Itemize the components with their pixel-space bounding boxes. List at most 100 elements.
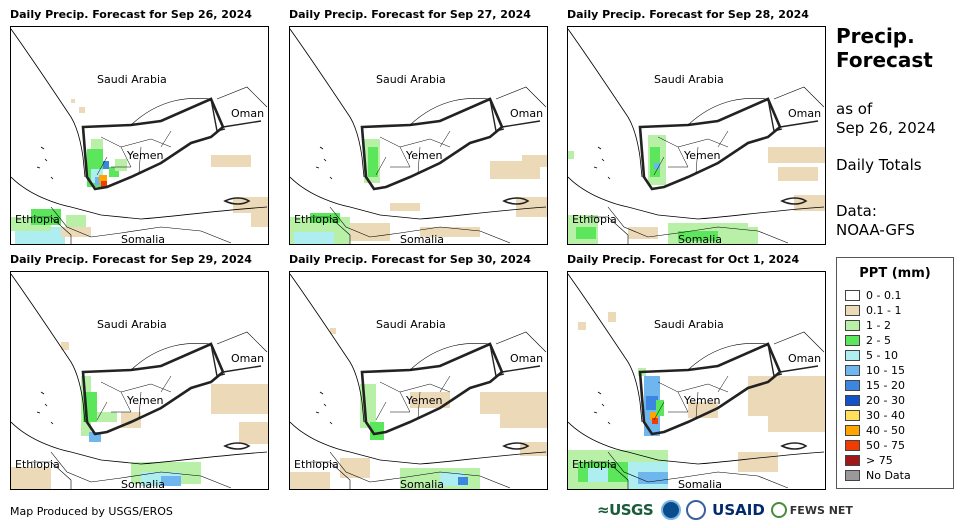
map-boundary — [687, 342, 769, 371]
precip-cell — [718, 227, 758, 244]
country-label-saudi: Saudi Arabia — [97, 73, 167, 86]
noaa-logo-icon — [661, 500, 682, 520]
legend-swatch — [845, 394, 860, 406]
map-boundary — [223, 197, 251, 205]
forecast-map: Saudi Arabia Oman Yemen Ethiopia Somalia — [10, 26, 269, 245]
country-label-somalia: Somalia — [121, 233, 165, 244]
country-label-oman: Oman — [510, 352, 543, 365]
precip-cell — [608, 312, 616, 322]
precip-cell — [211, 155, 251, 167]
map-boundary — [607, 451, 789, 489]
legend-swatch — [845, 304, 860, 316]
precip-cell — [480, 392, 547, 414]
map-boundary — [638, 97, 782, 191]
map-boundary — [11, 28, 86, 178]
legend-label: 0.1 - 1 — [866, 303, 902, 317]
fews-net-icon — [770, 502, 787, 518]
forecast-map: Saudi Arabia Oman Yemen Ethiopia Somalia — [567, 271, 826, 490]
map-boundary — [593, 146, 611, 180]
side-title: Precip. Forecast — [836, 24, 933, 72]
legend-item: 20 - 30 — [845, 393, 905, 407]
forecast-map: Saudi Arabia Oman Yemen Ethiopia Somalia — [10, 271, 269, 490]
map-canvas: Saudi Arabia Oman Yemen Ethiopia Somalia — [568, 28, 825, 244]
country-label-yemen: Yemen — [126, 149, 164, 162]
map-boundary — [310, 461, 351, 489]
legend-item: 0 - 0.1 — [845, 288, 901, 302]
precip-cell — [588, 468, 608, 482]
legend-swatch — [845, 289, 860, 301]
map-boundary — [290, 28, 365, 178]
map-boundary — [653, 130, 729, 176]
panel-title: Daily Precip. Forecast for Oct 1, 2024 — [567, 253, 800, 266]
legend-item: 2 - 5 — [845, 333, 891, 347]
data-source-text: Data: NOAA-GFS — [836, 202, 915, 240]
map-boundary — [502, 197, 530, 205]
map-boundary — [568, 28, 643, 178]
precip-cell — [330, 328, 336, 334]
country-label-somalia: Somalia — [678, 478, 722, 489]
precip-cell — [638, 472, 668, 484]
map-boundary — [329, 451, 511, 489]
precip-cell — [15, 227, 65, 244]
precip-cell — [99, 175, 107, 183]
legend-label: 40 - 50 — [866, 423, 905, 437]
country-label-oman: Oman — [231, 107, 264, 120]
map-boundary — [223, 442, 251, 450]
map-boundary — [130, 97, 212, 126]
data-source-value: NOAA-GFS — [836, 221, 915, 239]
country-label-oman: Oman — [510, 107, 543, 120]
map-boundary — [50, 206, 232, 244]
legend-label: > 75 — [866, 453, 893, 467]
map-boundary — [130, 342, 212, 371]
precip-cell — [97, 412, 117, 422]
map-boundary — [360, 97, 504, 191]
panel-title: Daily Precip. Forecast for Sep 30, 2024 — [289, 253, 531, 266]
map-credit: Map Produced by USGS/EROS — [10, 505, 173, 518]
precip-cell — [646, 396, 658, 410]
map-boundary — [36, 146, 54, 180]
legend-swatch — [845, 409, 860, 421]
precip-cell — [678, 231, 718, 241]
country-label-oman: Oman — [231, 352, 264, 365]
precip-cell — [350, 223, 390, 241]
country-label-ethiopia: Ethiopia — [572, 458, 617, 471]
map-boundary — [409, 342, 491, 371]
map-boundary — [210, 98, 262, 132]
map-boundary — [780, 442, 808, 450]
panel-title: Daily Precip. Forecast for Sep 28, 2024 — [567, 8, 809, 21]
legend-label: 1 - 2 — [866, 318, 891, 332]
precip-cell — [294, 232, 334, 244]
map-boundary — [290, 421, 547, 465]
legend-label: No Data — [866, 468, 911, 482]
map-canvas: Saudi Arabia Oman Yemen Ethiopia Somalia — [568, 273, 825, 489]
precip-cell — [410, 392, 450, 408]
map-boundary — [375, 130, 451, 176]
map-boundary — [568, 273, 643, 423]
precip-cell — [778, 167, 818, 181]
map-boundary — [360, 342, 504, 436]
precip-cell — [103, 161, 109, 169]
map-canvas: Saudi Arabia Oman Yemen Ethiopia Somalia — [290, 28, 547, 244]
precip-cell — [650, 147, 660, 177]
map-canvas: Saudi Arabia Oman Yemen Ethiopia Somalia — [11, 273, 268, 489]
legend-swatch — [845, 334, 860, 346]
precip-cell — [578, 322, 586, 330]
legend-label: 10 - 15 — [866, 363, 905, 377]
precip-cell — [654, 163, 660, 169]
map-boundary — [31, 461, 72, 489]
legend-item: 40 - 50 — [845, 423, 905, 437]
map-boundary — [81, 97, 225, 191]
precip-cell — [290, 472, 330, 489]
map-boundary — [767, 98, 819, 132]
legend-label: 15 - 20 — [866, 378, 905, 392]
map-boundary — [773, 331, 825, 353]
map-boundary — [588, 461, 629, 489]
precip-cell — [650, 412, 658, 420]
precip-cell — [368, 147, 378, 177]
map-boundary — [773, 86, 825, 108]
forecast-map: Saudi Arabia Oman Yemen Ethiopia Somalia — [567, 26, 826, 245]
country-label-saudi: Saudi Arabia — [376, 318, 446, 331]
legend-item: 15 - 20 — [845, 378, 905, 392]
map-boundary — [81, 342, 225, 436]
